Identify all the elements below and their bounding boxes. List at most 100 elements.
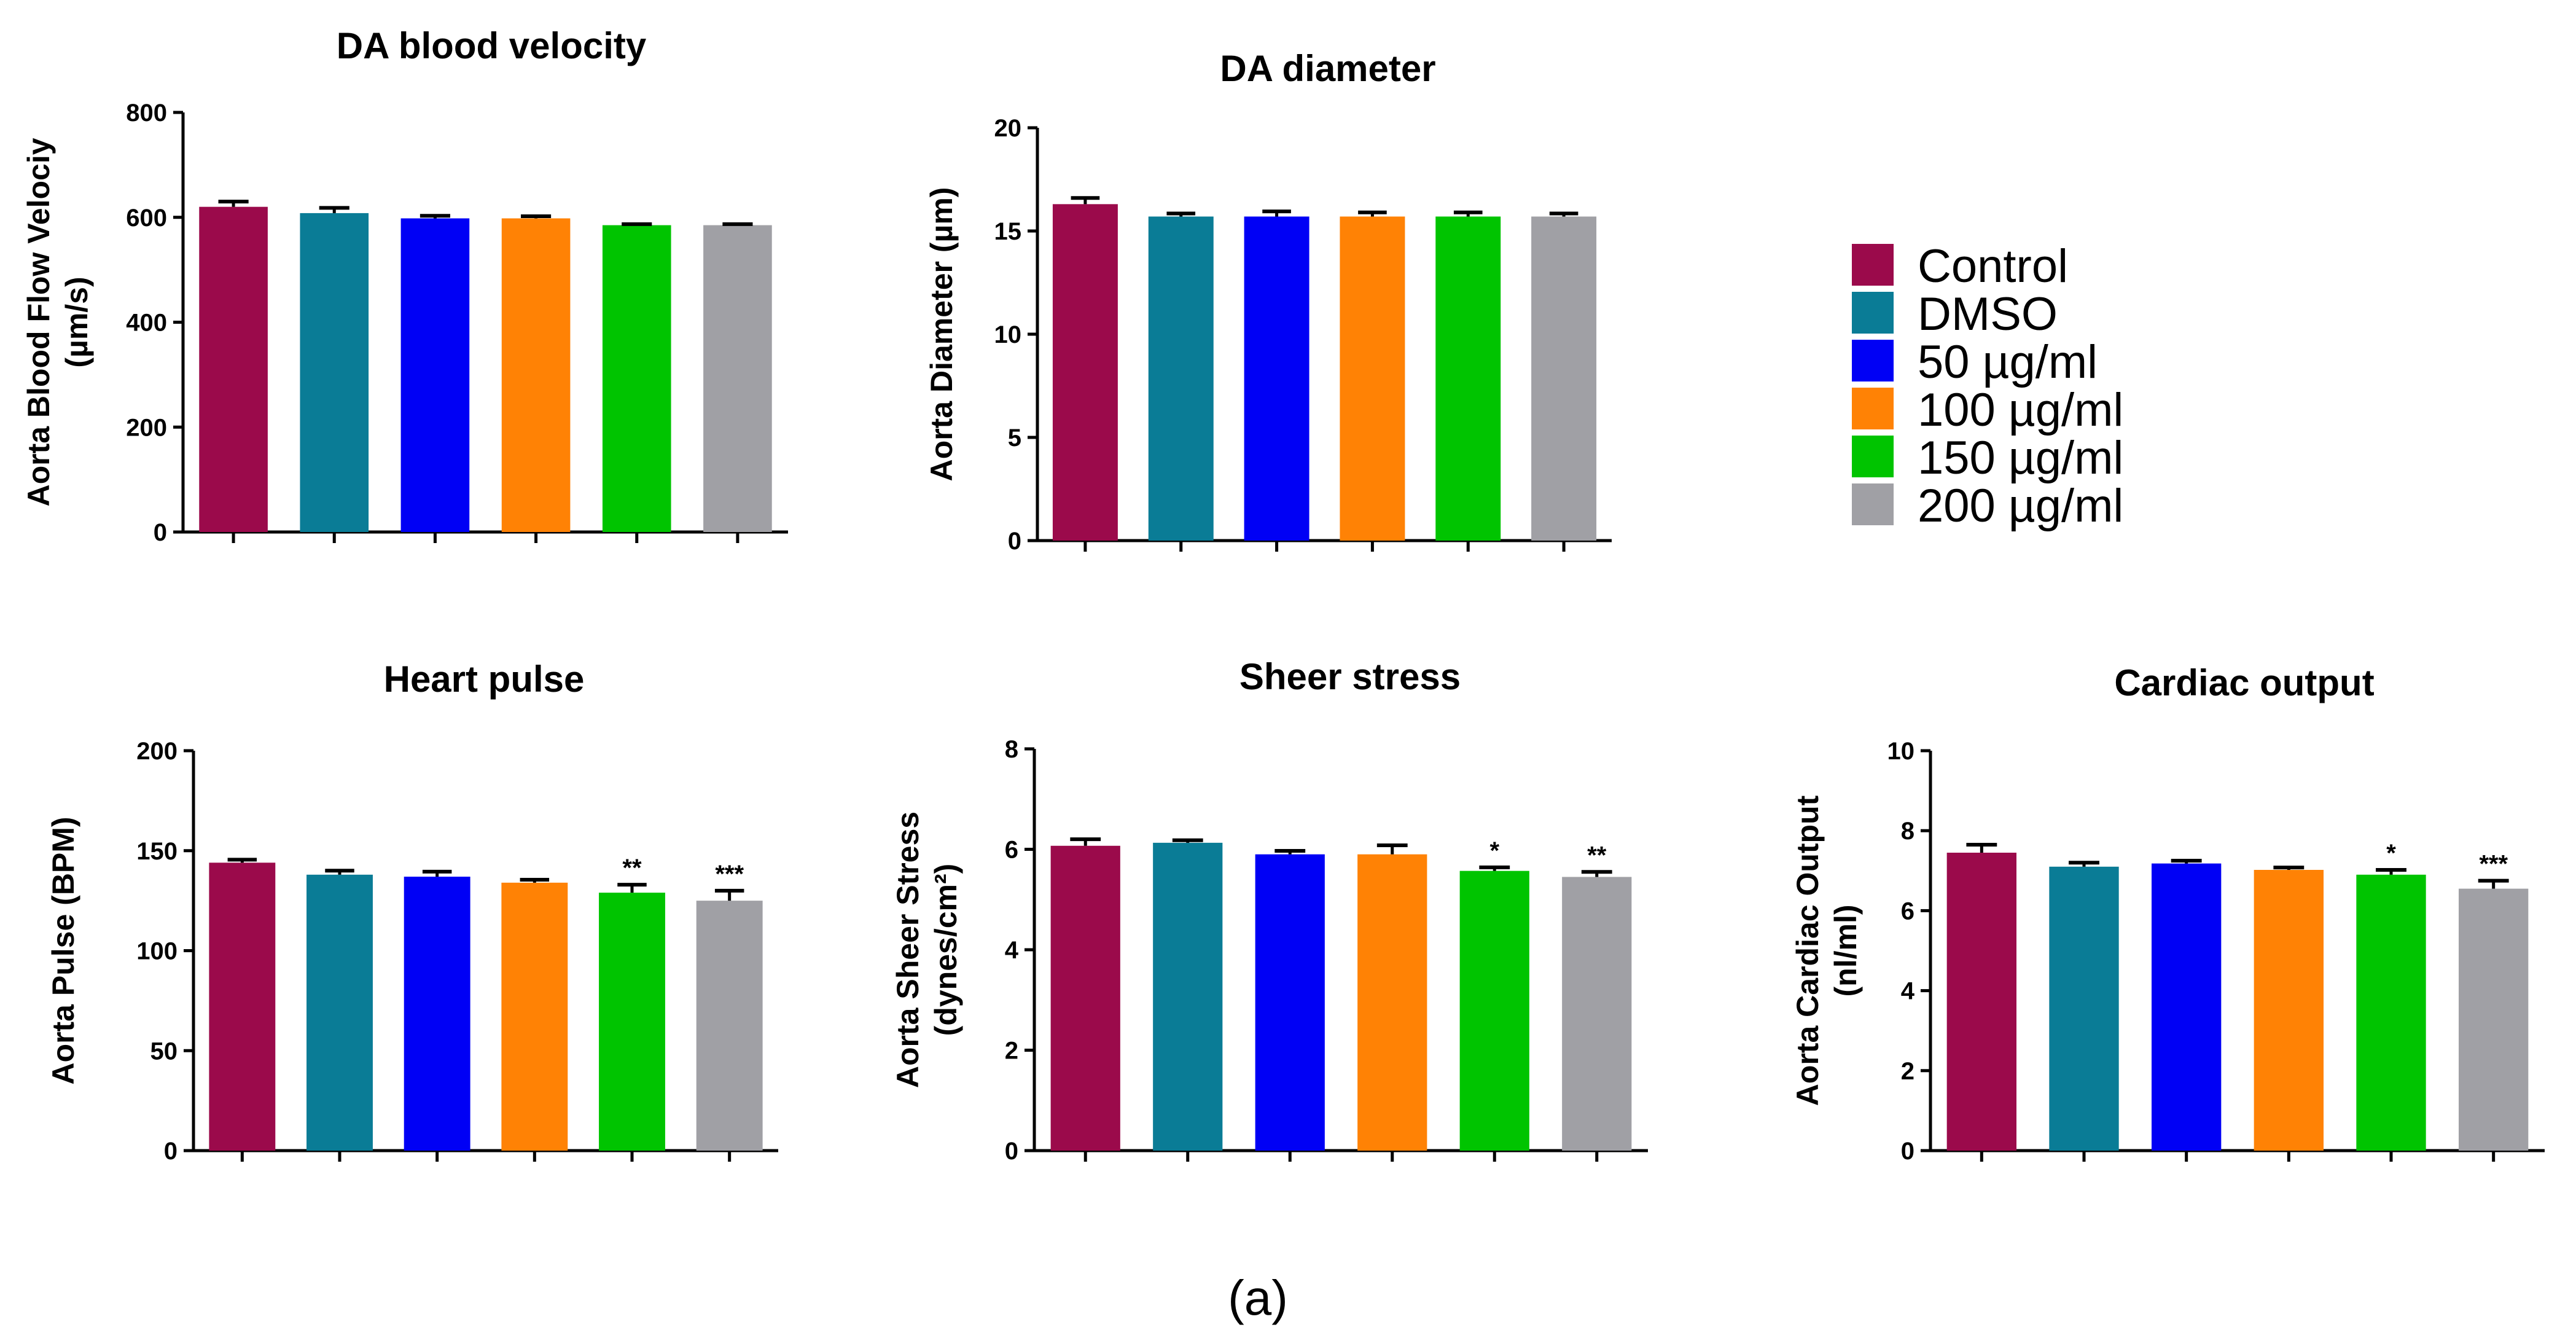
y-tick-label: 200 bbox=[126, 414, 167, 441]
y-tick-label: 2 bbox=[1901, 1058, 1914, 1085]
bar bbox=[1052, 204, 1118, 541]
figure-caption: (a) bbox=[1228, 1270, 1288, 1325]
bar bbox=[2356, 874, 2426, 1151]
y-axis-label-line: Aorta Cardiac Output bbox=[1790, 795, 1825, 1106]
bar bbox=[2254, 869, 2324, 1151]
legend-swatch-control bbox=[1852, 244, 1894, 286]
significance-marker: ** bbox=[622, 855, 642, 882]
bar bbox=[501, 882, 568, 1151]
significance-marker: ** bbox=[1587, 842, 1607, 869]
y-tick-label: 8 bbox=[1005, 736, 1018, 763]
y-tick-label: 100 bbox=[136, 938, 178, 965]
y-axis-label-line: (µm/s) bbox=[60, 276, 94, 367]
bar bbox=[1562, 877, 1632, 1151]
panel-title: Heart pulse bbox=[384, 659, 585, 700]
significance-marker: *** bbox=[715, 861, 744, 888]
y-tick-label: 10 bbox=[1887, 738, 1915, 765]
bar bbox=[1340, 216, 1405, 541]
y-tick-label: 20 bbox=[994, 115, 1022, 142]
y-axis-label-line: Aorta Diameter (µm) bbox=[924, 187, 959, 482]
bar bbox=[696, 901, 763, 1151]
y-tick-label: 2 bbox=[1005, 1038, 1018, 1065]
y-axis-label: Aorta Cardiac Output (nl/ml) bbox=[1790, 795, 1863, 1106]
bar bbox=[404, 877, 470, 1151]
bar bbox=[1357, 854, 1427, 1151]
legend-swatch-200 bbox=[1852, 483, 1894, 525]
bar bbox=[602, 225, 671, 532]
legend-label-dmso: DMSO bbox=[1918, 288, 2058, 340]
bar bbox=[209, 863, 276, 1151]
significance-marker: *** bbox=[2479, 851, 2508, 878]
legend-label-150: 150 µg/ml bbox=[1918, 432, 2123, 484]
y-tick-label: 5 bbox=[1008, 424, 1021, 452]
bar bbox=[2049, 866, 2119, 1151]
panel-title: DA blood velocity bbox=[337, 25, 647, 66]
legend: Control DMSO 50 µg/ml 100 µg/ml 150 µg/m… bbox=[1852, 240, 2123, 532]
legend-swatch-50 bbox=[1852, 340, 1894, 381]
y-tick-label: 15 bbox=[994, 218, 1022, 245]
y-tick-label: 800 bbox=[126, 100, 167, 127]
y-axis-label: Aorta Blood Flow Velociy (µm/s) bbox=[21, 138, 94, 506]
y-tick-label: 0 bbox=[1901, 1138, 1914, 1165]
y-tick-label: 400 bbox=[126, 310, 167, 337]
y-tick-label: 0 bbox=[1005, 1138, 1018, 1165]
bar bbox=[703, 225, 772, 532]
significance-marker: * bbox=[1489, 837, 1499, 864]
significance-marker: * bbox=[2386, 840, 2396, 867]
y-tick-label: 50 bbox=[150, 1038, 178, 1065]
bar bbox=[1148, 216, 1214, 541]
y-tick-label: 8 bbox=[1901, 818, 1914, 845]
y-axis-label-line: Aorta Blood Flow Velociy bbox=[21, 138, 56, 506]
y-tick-label: 4 bbox=[1901, 978, 1915, 1005]
bar bbox=[2459, 888, 2529, 1151]
chart-panel-3: Heart pulse Aorta Pulse (BPM) 0 50 100 150 200… bbox=[46, 659, 778, 1165]
y-tick-label: 6 bbox=[1901, 898, 1914, 925]
y-axis-label: Aorta Sheer Stress (dynes/cm²) bbox=[891, 812, 963, 1088]
y-tick-label: 6 bbox=[1005, 837, 1018, 864]
y-tick-label: 0 bbox=[154, 519, 167, 546]
y-axis-label-line: (nl/ml) bbox=[1829, 905, 1863, 997]
y-axis-label: Aorta Diameter (µm) bbox=[924, 187, 959, 482]
chart-panel-2: DA diameter Aorta Diameter (µm) 0 5 10 15 20 bbox=[924, 48, 1612, 555]
y-tick-label: 150 bbox=[136, 838, 178, 865]
panel-title: DA diameter bbox=[1220, 48, 1435, 89]
legend-swatch-dmso bbox=[1852, 292, 1894, 334]
panel-title: Sheer stress bbox=[1239, 656, 1461, 697]
y-tick-label: 4 bbox=[1005, 937, 1019, 964]
bar bbox=[2152, 863, 2222, 1151]
y-axis-label: Aorta Pulse (BPM) bbox=[46, 816, 80, 1084]
bar bbox=[1531, 216, 1597, 541]
bar bbox=[1153, 842, 1223, 1151]
panel-title: Cardiac output bbox=[2114, 662, 2374, 703]
chart-panel-5: Cardiac output Aorta Cardiac Output (nl/ml… bbox=[1790, 662, 2545, 1165]
legend-swatch-100 bbox=[1852, 388, 1894, 429]
bar bbox=[1244, 216, 1309, 541]
y-tick-label: 600 bbox=[126, 205, 167, 232]
bar bbox=[400, 218, 470, 532]
bar bbox=[1050, 845, 1120, 1151]
y-tick-label: 200 bbox=[136, 738, 178, 765]
y-tick-label: 0 bbox=[164, 1138, 178, 1165]
legend-label-50: 50 µg/ml bbox=[1918, 336, 2098, 388]
bar bbox=[199, 206, 268, 532]
legend-label-100: 100 µg/ml bbox=[1918, 384, 2123, 436]
bar bbox=[1459, 870, 1529, 1151]
legend-label-control: Control bbox=[1918, 240, 2068, 292]
legend-label-200: 200 µg/ml bbox=[1918, 480, 2123, 532]
chart-panel-1: DA blood velocity Aorta Blood Flow Veloci… bbox=[21, 25, 788, 546]
bar bbox=[501, 218, 571, 532]
bar bbox=[306, 874, 373, 1151]
bar bbox=[1435, 216, 1501, 541]
y-axis-label-line: Aorta Sheer Stress bbox=[891, 812, 925, 1088]
bar bbox=[300, 213, 369, 532]
panels: DA blood velocity Aorta Blood Flow Veloci… bbox=[21, 25, 2545, 1165]
legend-swatch-150 bbox=[1852, 436, 1894, 477]
y-tick-label: 10 bbox=[994, 321, 1022, 348]
y-tick-label: 0 bbox=[1008, 528, 1021, 555]
y-axis-label-line: (dynes/cm²) bbox=[929, 864, 963, 1036]
chart-panel-4: Sheer stress Aorta Sheer Stress (dynes/cm²… bbox=[891, 656, 1648, 1165]
bar bbox=[1946, 853, 2016, 1151]
bar bbox=[1255, 854, 1325, 1151]
y-axis-label-line: Aorta Pulse (BPM) bbox=[46, 816, 80, 1084]
